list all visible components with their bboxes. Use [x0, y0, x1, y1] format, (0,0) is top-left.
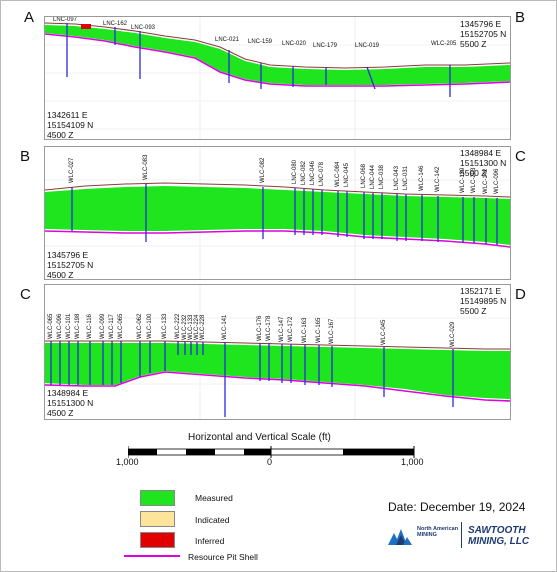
resource-pit-shell-cd	[45, 371, 510, 402]
drillhole-label: WLC-084	[335, 161, 341, 187]
legend-measured-label: Measured	[195, 493, 233, 503]
north-american-mining-wordmark: North American MINING	[417, 526, 459, 538]
drillhole-label: LNC-162	[103, 21, 128, 27]
measured-resource-bc	[45, 186, 510, 245]
section-ab-start-coordinates: 1342611 E 15154109 N 4500 Z	[47, 110, 94, 140]
section-ab-diagram	[45, 17, 510, 139]
section-bc-start-label: B	[20, 148, 31, 165]
scale-title: Horizontal and Vertical Scale (ft)	[188, 432, 331, 443]
drillhole-label: WLC-167	[329, 318, 335, 344]
drillhole-label: WLC-141	[222, 314, 228, 340]
drillhole-label: WLC-139	[460, 167, 466, 193]
section-cd-panel: 1348984 E 15151300 N 4500 Z 1352171 E 15…	[44, 284, 511, 420]
drillhole-label: WLC-163	[302, 317, 308, 343]
drillhole-label: WLC-117	[109, 314, 115, 339]
drillhole-label: LNC-046	[310, 160, 316, 185]
drillhole-label: WLC-203	[471, 167, 477, 193]
resource-pit-shell-bc	[45, 230, 510, 248]
measured-resource-ab	[45, 25, 510, 85]
drillhole-label: WLC-082	[260, 157, 266, 183]
drillhole-label: LNC-031	[403, 165, 409, 190]
section-ab-start-label: A	[24, 9, 35, 26]
legend-pit-shell-swatch	[124, 555, 180, 557]
drillhole-label: WLC-096	[57, 313, 63, 339]
section-bc-end-label: C	[515, 148, 526, 165]
drillhole-label: WLC-178	[266, 315, 272, 341]
drillhole-label: WLC-099	[100, 313, 106, 339]
section-bc-panel: 1345796 E 15152705 N 4500 Z 1348984 E 15…	[44, 146, 511, 280]
legend-indicated-label: Indicated	[195, 515, 230, 525]
topography-line-cd	[45, 340, 510, 350]
drillhole-label: LNC-080	[292, 159, 298, 184]
drillhole-label: LNC-097	[53, 17, 78, 23]
legend-measured-swatch	[140, 490, 175, 506]
section-ab-end-coordinates: 1345796 E 15152705 N 5500 Z	[460, 19, 507, 49]
drillhole-label: WLC-045	[381, 319, 387, 345]
drillhole-label: WLC-228	[200, 314, 206, 340]
section-ab-end-label: B	[515, 9, 526, 26]
drillhole-label: WLC-142	[483, 168, 489, 194]
drillhole-label: WLC-222	[175, 313, 181, 339]
topography-line-bc	[45, 182, 510, 198]
drillhole-label: LNC-019	[355, 43, 380, 49]
legend-inferred-label: Inferred	[195, 536, 225, 546]
drillhole-label: WLC-029	[450, 321, 456, 347]
drillhole-label: WLC-116	[87, 314, 93, 339]
drillhole-label: WLC-096	[494, 168, 500, 194]
legend-inferred-swatch	[140, 532, 175, 548]
drillhole-label: WLC-083	[143, 154, 149, 180]
drillhole-label: WLC-176	[257, 315, 263, 341]
inferred-block-ab	[81, 24, 91, 29]
sawtooth-mining-logo: SAWTOOTH MINING, LLC	[468, 525, 530, 547]
logo-divider	[461, 522, 462, 548]
legend-pit-shell-label: Resource Pit Shell	[188, 552, 258, 562]
drillhole-label: WLC-147	[279, 316, 285, 342]
drillhole-label: LNC-045	[344, 162, 350, 187]
drillhole-label: WLC-101	[66, 313, 72, 339]
scale-tick-zero: 0	[267, 457, 273, 467]
legend-indicated-swatch	[140, 511, 175, 527]
drillhole-label: LNC-020	[282, 41, 307, 47]
drillhole-label: LNC-179	[313, 43, 338, 49]
drillhole-label: WLC-027	[69, 157, 75, 183]
report-date: Date: December 19, 2024	[388, 500, 526, 514]
section-bc-diagram	[45, 147, 510, 279]
drillhole-label: LNC-078	[319, 161, 325, 186]
section-cd-start-coordinates: 1348984 E 15151300 N 4500 Z	[47, 388, 94, 418]
drillhole-label: WLC-133	[162, 313, 168, 339]
scale-tick-right: 1,000	[401, 457, 424, 467]
section-bc-end-coordinates: 1348984 E 15151300 N 5500 Z	[460, 148, 507, 178]
section-cd-diagram	[45, 285, 510, 419]
section-cd-end-coordinates: 1352171 E 15149895 N 5500 Z	[460, 286, 507, 316]
drillhole-label: WLC-100	[147, 313, 153, 339]
drillhole-label: LNC-043	[394, 165, 400, 190]
drillhole-label: WLC-146	[419, 165, 425, 191]
scale-tick-left: 1,000	[116, 457, 139, 467]
section-cd-start-label: C	[20, 286, 31, 303]
drillhole-label: LNC-082	[301, 160, 307, 185]
drillhole-label: WLC-065	[118, 313, 124, 339]
section-cd-end-label: D	[515, 286, 526, 303]
measured-resource-cd	[45, 343, 510, 399]
drillhole-label: WLC-172	[288, 316, 294, 342]
drillhole-label: WLC-165	[316, 317, 322, 343]
drillhole-label: WLC-062	[137, 313, 143, 339]
scale-bar	[128, 446, 415, 458]
drillhole-label: LNC-159	[248, 39, 273, 45]
section-bc-start-coordinates: 1345796 E 15152705 N 4500 Z	[47, 250, 94, 280]
drillhole-label: LNC-021	[215, 37, 240, 43]
section-ab-panel: 1342611 E 15154109 N 4500 Z 1345796 E 15…	[44, 16, 511, 140]
drillhole-label: LNC-068	[361, 163, 367, 188]
drillhole-label: WLC-065	[48, 313, 54, 339]
drillhole-label: LNC-044	[370, 164, 376, 189]
drillhole-label: LNC-038	[379, 164, 385, 189]
drillhole-trace	[366, 66, 376, 90]
drillhole-label: WLC-198	[75, 313, 81, 339]
drillhole-label: WLC-142	[435, 166, 441, 192]
north-american-mining-logo	[388, 529, 412, 545]
drillhole-label: LNC-093	[131, 25, 156, 31]
drillhole-label: WLC-205	[431, 41, 457, 47]
